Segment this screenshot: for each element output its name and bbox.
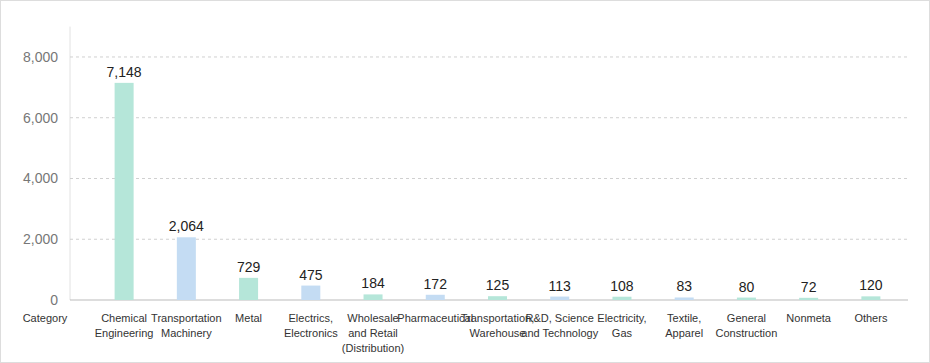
grid-line — [70, 178, 908, 179]
bar — [612, 297, 631, 300]
data-label: 120 — [859, 277, 883, 293]
data-label: 113 — [549, 278, 572, 294]
bar — [675, 297, 694, 300]
data-label: 108 — [610, 278, 634, 294]
x-tick-label: GeneralConstruction — [716, 312, 778, 339]
bar — [239, 278, 258, 300]
x-tick-label: Metal — [235, 312, 262, 324]
grid-line — [70, 117, 908, 118]
bar — [177, 237, 196, 300]
x-tick-label: Electricity,Gas — [597, 312, 646, 339]
x-tick-label: Wholesaleand Retail(Distribution) — [342, 312, 404, 354]
data-label: 125 — [486, 277, 510, 293]
y-axis-line — [70, 27, 71, 300]
bar — [488, 296, 507, 300]
y-tick-label: 2,000 — [23, 231, 58, 247]
data-label: 80 — [739, 279, 755, 295]
data-label: 83 — [676, 278, 692, 294]
y-tick-label: 6,000 — [23, 110, 58, 126]
data-label: 184 — [361, 275, 385, 291]
bar — [364, 294, 383, 300]
bar — [737, 298, 756, 300]
x-tick-label: Electrics,Electronics — [284, 312, 338, 339]
bar — [115, 83, 134, 300]
data-label: 72 — [801, 279, 817, 295]
x-tick-label: TransportationMachinery — [151, 312, 222, 339]
data-label: 172 — [424, 276, 448, 292]
x-tick-label: ChemicalEngineering — [95, 312, 154, 339]
bar — [426, 295, 445, 300]
x-tick-label: Textile,Apparel — [665, 312, 703, 339]
x-tick-label: Others — [854, 312, 888, 324]
x-tick-label: R&D, Scienceand Technology — [521, 312, 598, 339]
y-tick-label: 4,000 — [23, 170, 58, 186]
data-label: 729 — [237, 259, 261, 275]
grid — [70, 57, 908, 300]
x-tick-label: Nonmeta — [786, 312, 832, 324]
bar — [861, 296, 880, 300]
data-label: 7,148 — [107, 64, 142, 80]
bar — [799, 298, 818, 300]
y-tick-label: 0 — [50, 292, 58, 308]
data-label: 2,064 — [169, 218, 204, 234]
grid-line — [70, 56, 908, 57]
data-label: 475 — [299, 267, 323, 283]
x-axis-label: Category — [23, 312, 68, 324]
chart: 0 2,000 4,000 6,000 8,000 7,148 2,064 729 475 184… — [0, 0, 930, 363]
bar — [550, 297, 569, 300]
bars — [115, 83, 881, 300]
y-tick-label: 8,000 — [23, 49, 58, 65]
frame — [1, 1, 930, 363]
bar — [301, 286, 320, 300]
